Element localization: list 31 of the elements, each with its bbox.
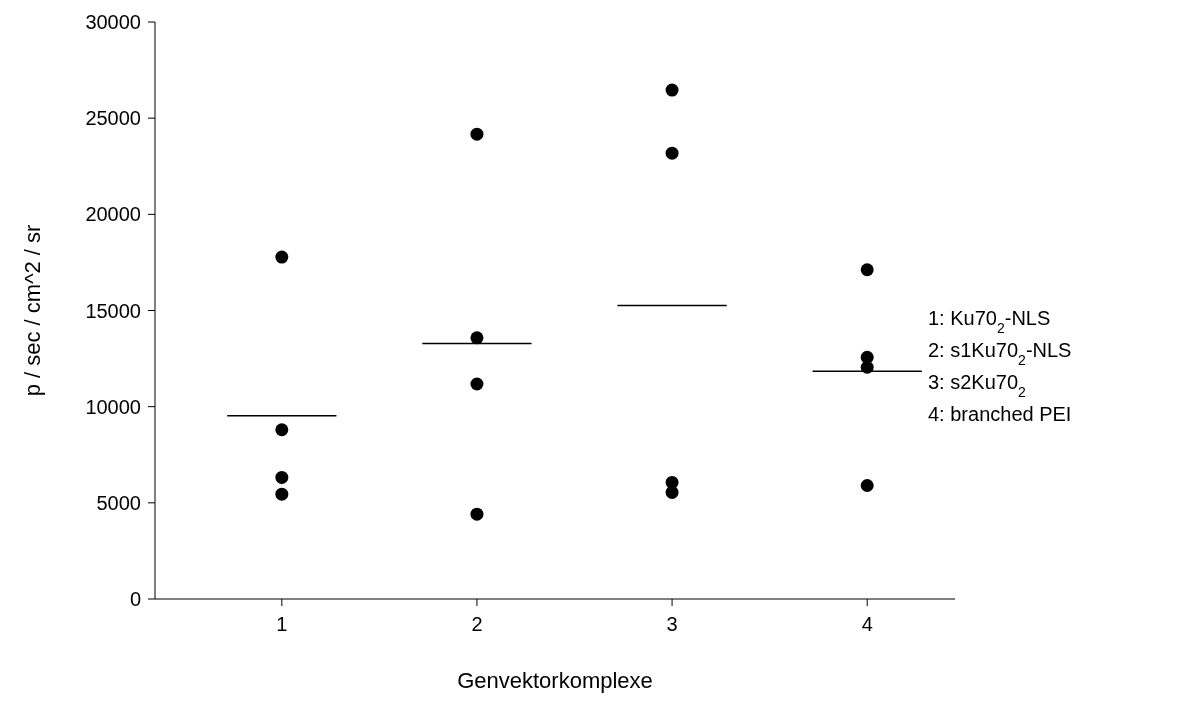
annotation: 4: branched PEI xyxy=(928,403,1072,425)
point xyxy=(860,263,874,277)
y-tick-label: 15000 xyxy=(85,299,141,322)
point xyxy=(665,83,679,97)
point xyxy=(470,507,484,521)
y-tick-label: 10000 xyxy=(85,395,141,418)
point xyxy=(275,470,289,484)
y-tick-label: 0 xyxy=(129,588,141,610)
y-tick-label: 5000 xyxy=(96,491,141,514)
y-axis-title: p / sec / cm^2 / sr xyxy=(20,224,45,397)
point xyxy=(275,423,289,437)
point xyxy=(470,127,484,141)
point xyxy=(275,250,289,264)
y-tick-label: 20000 xyxy=(85,203,141,226)
x-tick-label: 3 xyxy=(666,613,678,635)
point xyxy=(860,479,874,493)
x-tick-label: 4 xyxy=(861,613,873,635)
annotation: 3: s2Ku70$_{2}$ xyxy=(928,371,1027,400)
y-tick-label: 25000 xyxy=(85,107,141,130)
annotation: 1: Ku70$_{2}$-NLS xyxy=(928,307,1051,336)
y-tick-label: 30000 xyxy=(85,11,141,33)
x-axis-title: Genvektorkomplexe xyxy=(457,668,653,693)
point xyxy=(665,485,679,499)
point xyxy=(275,487,289,501)
point xyxy=(860,360,874,374)
point xyxy=(470,331,484,345)
point xyxy=(665,146,679,160)
point xyxy=(470,377,484,391)
x-tick-label: 2 xyxy=(471,613,483,635)
annotation: 2: s1Ku70$_{2}$-NLS xyxy=(928,339,1072,368)
x-tick-label: 1 xyxy=(276,613,288,635)
